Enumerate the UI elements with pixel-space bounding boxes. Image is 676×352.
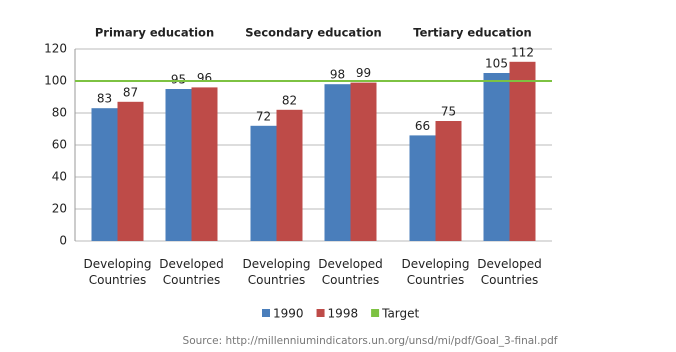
x-tick-label: Developed Countries [159, 257, 224, 287]
legend-label: 1998 [328, 307, 359, 321]
source: Source: http://millenniumindicators.un.o… [183, 335, 558, 347]
legend-swatch [262, 309, 270, 317]
value-label: 95 [171, 73, 186, 87]
value-label: 72 [256, 109, 271, 123]
y-tick-label: 20 [52, 202, 67, 216]
legend-label: Target [381, 307, 419, 321]
y-tick-label: 60 [52, 138, 67, 152]
x-tick-label: Developing Countries [401, 257, 470, 287]
y-tick-label: 120 [44, 42, 67, 56]
bar [117, 101, 144, 241]
bar [191, 87, 218, 242]
bar [324, 84, 351, 241]
group-title: Tertiary education [413, 26, 531, 40]
group-title: Secondary education [245, 26, 381, 40]
value-label: 105 [485, 57, 508, 71]
legend-label: 1990 [273, 307, 304, 321]
legend-swatch [371, 309, 380, 317]
x-tick-label: Developing Countries [83, 257, 152, 287]
bar [509, 61, 536, 241]
y-tick-label: 80 [52, 106, 67, 120]
value-label: 82 [282, 93, 297, 107]
value-label: 99 [356, 66, 371, 80]
y-tick-label: 0 [59, 234, 67, 248]
bar [409, 135, 436, 241]
value-label: 112 [511, 45, 534, 59]
x-tick-label: Developed Countries [318, 257, 383, 287]
bar [276, 109, 303, 241]
bar [483, 73, 510, 241]
group-title: Primary education [95, 26, 214, 40]
bar [350, 82, 377, 241]
bar [165, 89, 192, 241]
x-tick-label: Developed Countries [477, 257, 542, 287]
bar [91, 108, 118, 241]
value-label: 96 [197, 71, 212, 85]
x-tick-label: Developing Countries [242, 257, 311, 287]
y-tick-label: 40 [52, 170, 67, 184]
bar [250, 125, 277, 241]
value-label: 66 [415, 119, 430, 133]
y-tick-label: 100 [44, 74, 67, 88]
value-label: 87 [123, 85, 138, 99]
value-label: 83 [97, 92, 112, 106]
value-label: 98 [330, 68, 345, 82]
bar [435, 121, 462, 241]
legend-swatch [316, 309, 325, 317]
value-label: 75 [441, 105, 456, 119]
